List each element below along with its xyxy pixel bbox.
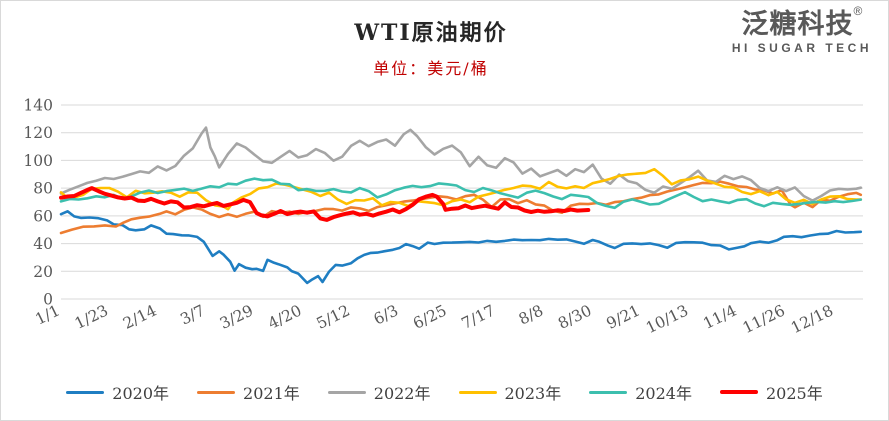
legend-label-2021: 2021年 (243, 384, 300, 403)
y-tick-label-20: 20 (33, 263, 53, 281)
y-tick-label-140: 140 (23, 97, 53, 115)
x-tick-label-3-29: 3/29 (217, 301, 256, 332)
brand-logo-cn: 泛糖科技® (732, 5, 872, 39)
legend-item-2020: 2020年 (66, 380, 169, 404)
series-line-2023 (59, 167, 863, 211)
y-tick-label-60: 60 (33, 207, 53, 225)
brand-name-english: HI SUGAR TECH (731, 41, 872, 55)
x-tick-label-2-14: 2/14 (120, 301, 159, 332)
legend-label-2020: 2020年 (112, 384, 170, 403)
legend-item-2024: 2024年 (589, 380, 692, 404)
legend-label-2023: 2023年 (504, 384, 562, 403)
legend-swatch-2021 (197, 390, 236, 394)
legend-swatch-2020 (66, 390, 105, 394)
x-tick-label-6-25: 6/25 (410, 301, 449, 332)
legend-swatch-2025 (719, 390, 758, 394)
x-tick-label-4-20: 4/20 (265, 301, 304, 332)
x-tick-label-6-3: 6/3 (371, 301, 401, 328)
brand-name-chinese: 泛糖科技 (741, 9, 854, 39)
x-tick-label-7-17: 7/17 (459, 301, 498, 332)
legend-swatch-2022 (327, 390, 366, 394)
series-line-2020 (59, 210, 863, 285)
chart-legend: 2020年 2021年 2022年 2023年 2024年 2025年 (1, 380, 888, 404)
y-tick-label-40: 40 (33, 235, 53, 253)
chart-header: WTI原油期价 单位：美元/桶 (1, 15, 861, 79)
x-tick-label-3-7: 3/7 (177, 301, 207, 328)
x-tick-label-10-13: 10/13 (643, 301, 691, 337)
y-tick-label-100: 100 (23, 152, 53, 170)
x-tick-label-8-30: 8/30 (555, 301, 594, 332)
legend-item-2023: 2023年 (458, 380, 562, 404)
legend-item-2022: 2022年 (327, 380, 431, 404)
chart-unit-label: 单位：美元/桶 (373, 59, 489, 78)
x-tick-label-5-12: 5/12 (314, 301, 353, 332)
y-tick-label-80: 80 (33, 180, 53, 198)
x-tick-label-1-23: 1/23 (72, 301, 111, 332)
x-tick-label-11-4: 11/4 (700, 301, 739, 332)
legend-label-2024: 2024年 (635, 384, 692, 403)
legend-label-2022: 2022年 (373, 384, 431, 403)
chart-title: WTI原油期价 (354, 20, 508, 46)
series-line-2025 (59, 186, 591, 222)
series-line-2024 (59, 177, 863, 210)
registered-trademark-icon: ® (853, 4, 863, 18)
y-tick-label-0: 0 (43, 291, 53, 309)
legend-item-2025: 2025年 (719, 380, 823, 404)
x-tick-label-8-8: 8/8 (516, 301, 546, 328)
legend-item-2021: 2021年 (197, 380, 300, 404)
legend-label-2025: 2025年 (765, 384, 823, 403)
series-line-2021 (59, 180, 863, 235)
x-tick-label-11-26: 11/26 (740, 301, 788, 337)
legend-swatch-2024 (589, 390, 628, 394)
series-line-2022 (59, 126, 863, 202)
x-tick-label-1-1: 1/1 (32, 301, 62, 328)
x-tick-label-9-21: 9/21 (604, 301, 643, 332)
legend-swatch-2023 (458, 390, 497, 394)
y-tick-label-120: 120 (23, 124, 53, 142)
brand-logo: 泛糖科技® HI SUGAR TECH (731, 5, 872, 55)
x-tick-label-12-18: 12/18 (788, 301, 836, 337)
